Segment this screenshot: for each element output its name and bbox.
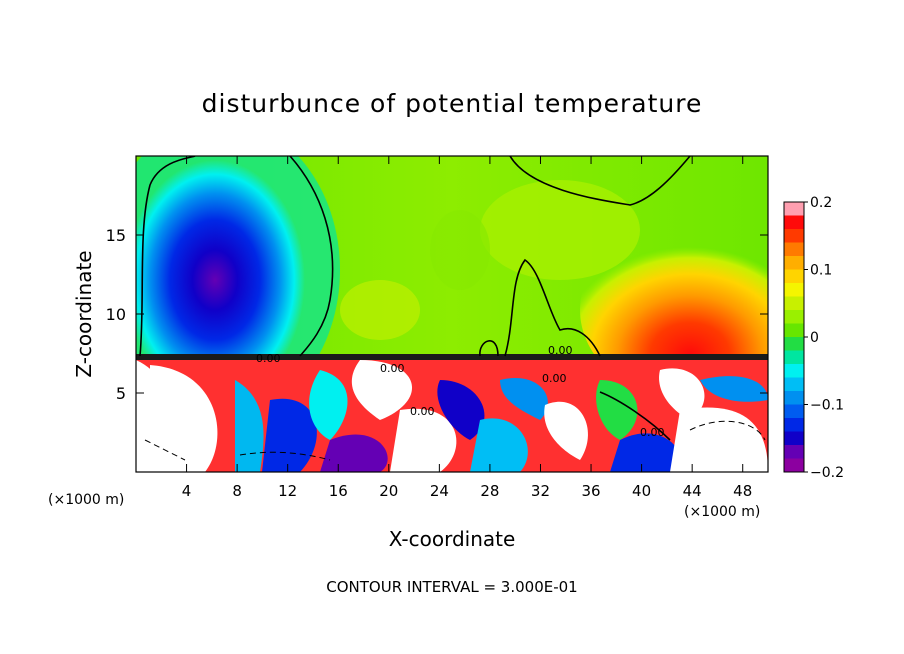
contour-label-4: 0.00 <box>542 372 567 385</box>
x-axis-ticks: 4 8 12 16 20 24 28 32 36 40 44 48 <box>182 156 752 500</box>
colorbar-tick-label: −0.2 <box>810 465 844 481</box>
lower-layer-patches <box>136 360 768 472</box>
colorbar-swatch <box>784 242 804 257</box>
colorbar-swatch <box>784 215 804 230</box>
contour-label-5: 0.00 <box>640 426 665 439</box>
x-tick-label: 8 <box>232 482 242 500</box>
colorbar-swatch <box>784 377 804 392</box>
interface-line <box>136 354 768 360</box>
x-tick-label: 44 <box>683 482 702 500</box>
x-tick-label: 28 <box>480 482 499 500</box>
x-tick-label: 48 <box>733 482 752 500</box>
x-tick-label: 24 <box>430 482 449 500</box>
contour-label-3: 0.00 <box>548 344 573 357</box>
y-tick-label: 10 <box>106 305 126 324</box>
x-tick-label: 16 <box>329 482 348 500</box>
colorbar-swatch <box>784 323 804 338</box>
chart-title: disturbunce of potential temperature <box>202 89 703 118</box>
x-tick-label: 20 <box>379 482 398 500</box>
x-tick-label: 12 <box>278 482 297 500</box>
contour-label-6: 0.00 <box>410 405 435 418</box>
y-axis-label: Z-coordinate <box>72 250 96 377</box>
colorbar-swatch <box>784 229 804 243</box>
heatmap-field: 0.00 0.00 0.00 0.00 0.00 0.00 <box>136 156 768 472</box>
colorbar-tick-label: 0.1 <box>810 263 832 279</box>
colorbar <box>784 202 804 473</box>
colorbar-swatch <box>784 418 804 432</box>
x-tick-label: 4 <box>182 482 192 500</box>
colorbar-swatch <box>784 269 804 284</box>
colorbar-swatch <box>784 337 804 351</box>
colorbar-ticks: 0.2 0.1 0 −0.1 −0.2 <box>804 195 844 481</box>
colorbar-tick-label: 0 <box>810 330 819 346</box>
colorbar-swatch <box>784 391 804 405</box>
colorbar-swatch <box>784 256 804 270</box>
colorbar-swatch <box>784 350 804 365</box>
cold-anomaly <box>136 160 305 400</box>
x-tick-label: 32 <box>531 482 550 500</box>
colorbar-swatch <box>784 296 804 311</box>
colorbar-swatch <box>784 283 804 297</box>
x-unit-label-right: (×1000 m) <box>684 504 760 520</box>
colorbar-swatch <box>784 445 804 459</box>
x-tick-label: 36 <box>581 482 600 500</box>
colorbar-swatch <box>784 202 804 216</box>
colorbar-swatch <box>784 364 804 378</box>
colorbar-tick-label: 0.2 <box>810 195 832 211</box>
x-axis-label: X-coordinate <box>389 527 516 551</box>
y-tick-label: 15 <box>106 226 126 245</box>
colorbar-swatch <box>784 404 804 419</box>
contour-label-1: 0.00 <box>256 352 281 365</box>
x-tick-label: 40 <box>632 482 651 500</box>
colorbar-swatch <box>784 431 804 446</box>
colorbar-tick-label: −0.1 <box>810 398 844 414</box>
y-axis-ticks: 5 10 15 <box>106 226 768 403</box>
y-tick-label: 5 <box>116 384 126 403</box>
contour-label-2: 0.00 <box>380 362 405 375</box>
contour-interval-note: CONTOUR INTERVAL = 3.000E-01 <box>326 578 577 596</box>
colorbar-swatch <box>784 458 804 473</box>
colorbar-swatch <box>784 310 804 324</box>
x-unit-label-left: (×1000 m) <box>48 492 124 508</box>
